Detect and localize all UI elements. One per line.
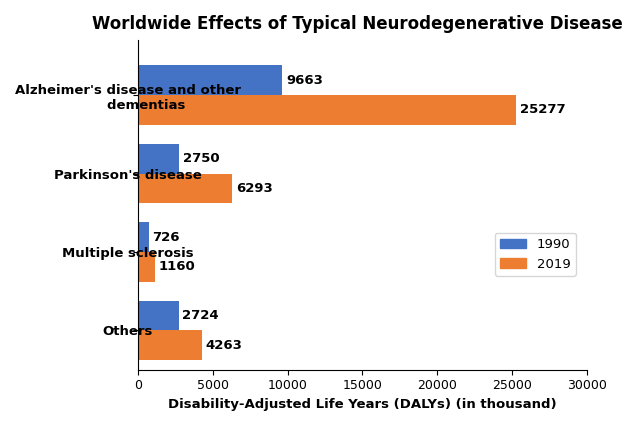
Text: 1160: 1160 [159,260,195,273]
Legend: 1990, 2019: 1990, 2019 [494,233,576,276]
Text: 6293: 6293 [236,182,272,195]
Title: Worldwide Effects of Typical Neurodegenerative Diseases: Worldwide Effects of Typical Neurodegene… [92,15,622,33]
Bar [137,144,179,173]
Bar [137,301,179,331]
Text: 4263: 4263 [205,339,242,352]
Text: 9663: 9663 [286,74,323,86]
Bar [137,331,202,360]
Bar [137,173,232,203]
Text: 25277: 25277 [520,104,565,116]
Text: 2724: 2724 [182,309,219,322]
Bar [137,95,516,125]
Bar [137,222,149,252]
Bar [137,65,282,95]
Text: 2750: 2750 [183,152,220,165]
Bar [137,252,155,282]
X-axis label: Disability-Adjusted Life Years (DALYs) (in thousand): Disability-Adjusted Life Years (DALYs) (… [168,398,557,411]
Text: 726: 726 [152,230,180,244]
